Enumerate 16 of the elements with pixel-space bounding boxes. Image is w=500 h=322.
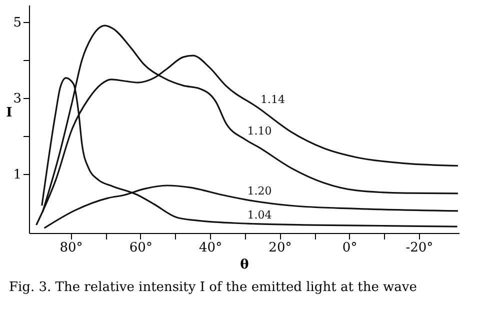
y-tick-label: 1 xyxy=(13,168,22,183)
y-axis-title: I xyxy=(6,106,12,120)
x-axis-title: θ xyxy=(240,258,250,272)
x-tick-label: 20° xyxy=(268,240,292,256)
x-tick-label: -20° xyxy=(406,240,434,256)
x-tick-label: 0° xyxy=(342,240,358,256)
series-label: 1.04 xyxy=(247,208,272,222)
y-tick-label: 3 xyxy=(13,92,22,107)
series-label: 1.20 xyxy=(247,184,272,198)
x-tick-label: 40° xyxy=(199,240,222,256)
series-label: 1.10 xyxy=(247,124,272,138)
x-tick-label: 80° xyxy=(60,240,83,256)
series-label: 1.14 xyxy=(260,92,285,106)
y-tick-label: 5 xyxy=(13,16,22,31)
caption: Fig. 3. The relative intensity I of the emitted light at the wave xyxy=(9,280,418,295)
x-tick-label: 60° xyxy=(129,240,152,256)
